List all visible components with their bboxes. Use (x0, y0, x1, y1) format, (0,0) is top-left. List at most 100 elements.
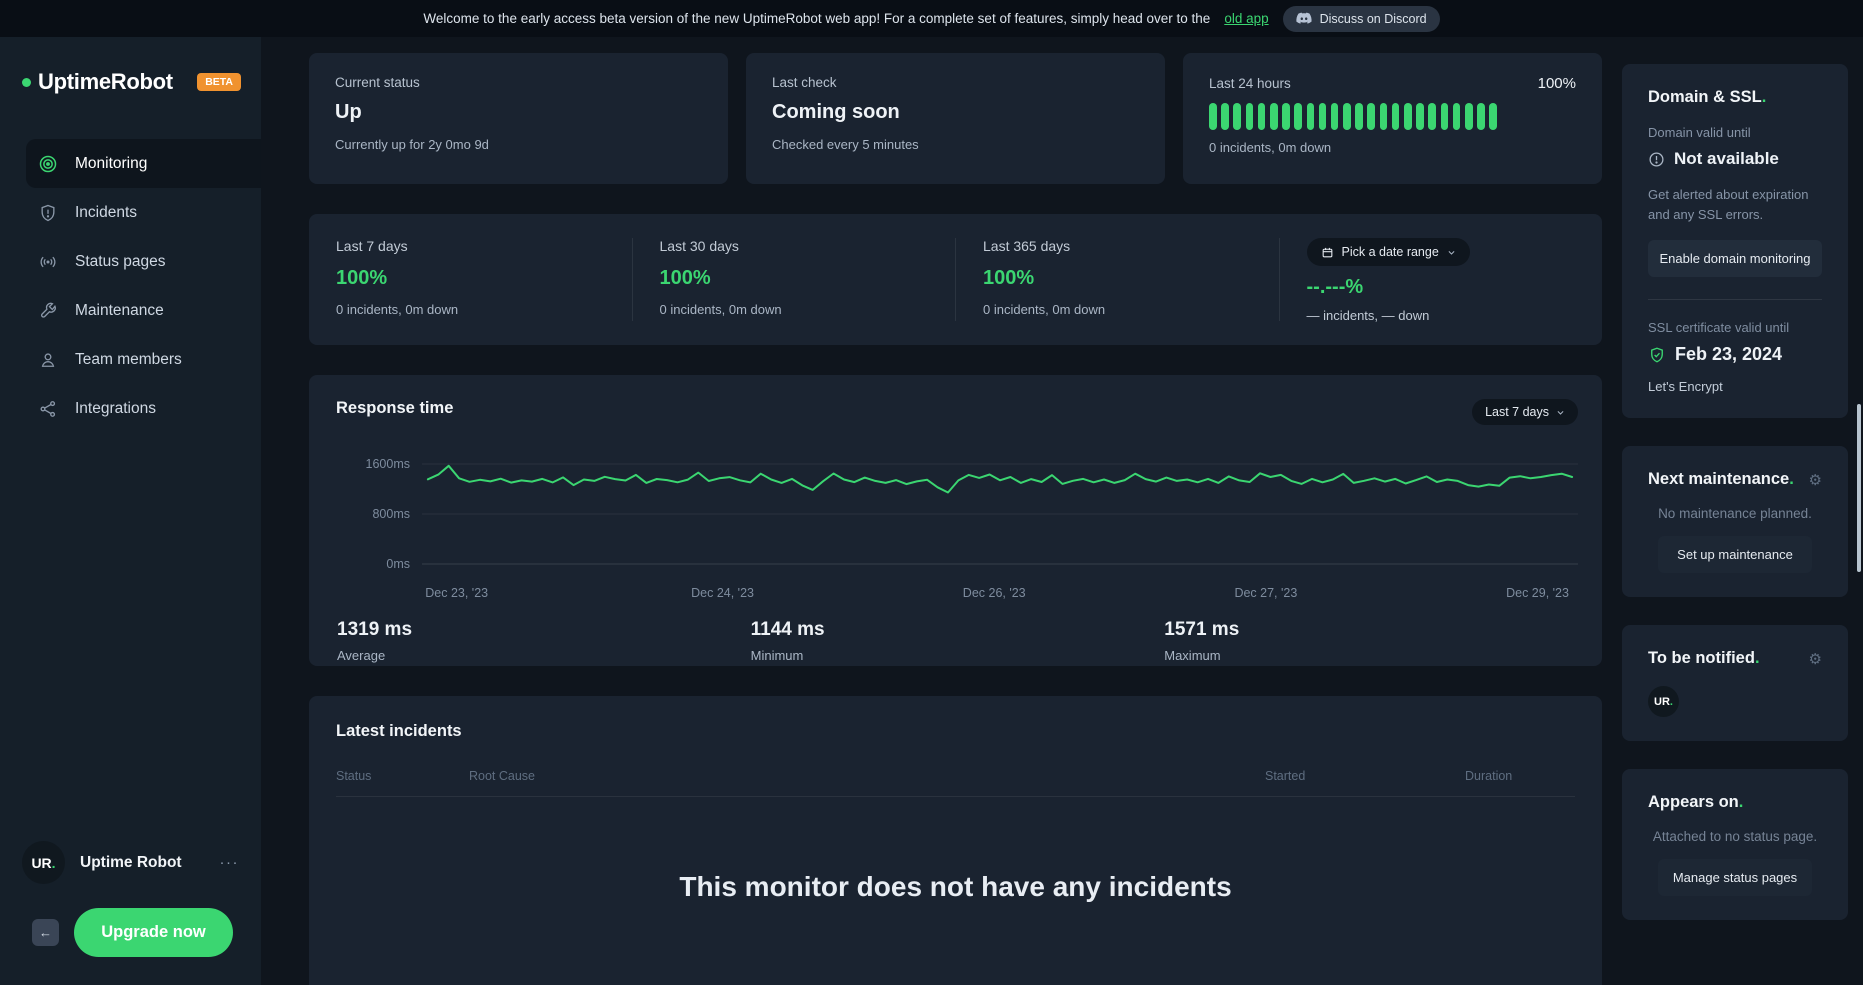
scrollbar-thumb[interactable] (1857, 404, 1861, 572)
sidebar-item-label: Status pages (75, 252, 166, 270)
discord-button[interactable]: Discuss on Discord (1282, 5, 1440, 32)
uptime-bar (1489, 103, 1497, 130)
stat-last-7-days: Last 7 days 100% 0 incidents, 0m down (309, 238, 633, 321)
to-be-notified-title: To be notified. (1648, 649, 1760, 668)
left-arrow-icon: ← (39, 925, 52, 940)
domain-valid-value: Not available (1674, 149, 1779, 168)
to-be-notified-card: To be notified. ⚙ UR. (1622, 625, 1848, 742)
uptime-bar (1379, 103, 1388, 130)
uptime-bar (1318, 103, 1327, 130)
stat-last-30-days: Last 30 days 100% 0 incidents, 0m down (633, 238, 956, 321)
last-check-value: Coming soon (772, 101, 900, 123)
sidebar-item-label: Team members (75, 350, 182, 368)
stat-label: Last 365 days (983, 238, 1071, 254)
uptime-bar (1330, 103, 1339, 130)
uptime-stats-card: Last 7 days 100% 0 incidents, 0m down La… (309, 214, 1602, 345)
response-time-line (426, 464, 1574, 494)
old-app-link[interactable]: old app (1224, 11, 1269, 26)
x-axis-ticks: Dec 23, '23 Dec 24, '23 Dec 26, '23 Dec … (422, 579, 1578, 603)
uptime-bar (1306, 103, 1315, 130)
stat-sub: 0 incidents, 0m down (336, 302, 459, 317)
response-time-chart: 1600ms 800ms 0ms (336, 449, 1578, 579)
sidebar-item-status-pages[interactable]: Status pages (0, 237, 261, 286)
uptime-bar (1269, 103, 1278, 130)
share-nodes-icon (40, 400, 56, 417)
last-24-hours-percent: 100% (1537, 75, 1576, 92)
pick-date-range-label: Pick a date range (1341, 245, 1439, 259)
domain-valid-label: Domain valid until (1648, 125, 1751, 140)
chart-canvas (422, 463, 1578, 565)
uptime-bar (1391, 103, 1400, 130)
custom-range-column: Pick a date range --.---% — incidents, —… (1280, 238, 1603, 323)
gear-icon[interactable]: ⚙ (1808, 471, 1822, 489)
broadcast-icon (40, 256, 56, 267)
summary-value: 1571 ms (1164, 619, 1240, 640)
wrench-icon (41, 302, 56, 318)
uptime-bar (1367, 103, 1376, 130)
y-tick-800: 800ms (372, 507, 410, 521)
response-time-card: Response time Last 7 days 1600ms 800ms 0… (309, 375, 1602, 666)
uptime-bar (1440, 103, 1449, 130)
y-tick-0: 0ms (386, 557, 410, 571)
brand-dot-icon (22, 77, 31, 87)
enable-domain-monitoring-button[interactable]: Enable domain monitoring (1648, 240, 1822, 278)
uptime-bar (1294, 103, 1302, 130)
right-sidebar: Domain & SSL. Domain valid until Not ava… (1622, 37, 1863, 985)
x-tick: Dec 29, '23 (1506, 586, 1569, 600)
main-content: Current status Up Currently up for 2y 0m… (261, 37, 1622, 985)
upgrade-button[interactable]: Upgrade now (74, 908, 233, 957)
sidebar-item-incidents[interactable]: Incidents (0, 188, 261, 237)
manage-status-pages-button[interactable]: Manage status pages (1658, 859, 1812, 897)
banner-message: Welcome to the early access beta version… (423, 11, 1211, 26)
domain-ssl-card: Domain & SSL. Domain valid until Not ava… (1622, 64, 1848, 419)
pick-date-range-button[interactable]: Pick a date range (1306, 238, 1470, 266)
summary-label: Maximum (1164, 648, 1221, 663)
x-tick: Dec 23, '23 (425, 586, 489, 600)
stat-value: 100% (983, 267, 1035, 289)
range-value: --.---% (1306, 276, 1364, 298)
set-up-maintenance-button[interactable]: Set up maintenance (1658, 536, 1812, 574)
domain-ssl-title: Domain & SSL. (1648, 88, 1767, 106)
latest-incidents-card: Latest incidents Status Root Cause Start… (309, 696, 1602, 985)
discord-button-label: Discuss on Discord (1319, 11, 1427, 26)
last-24-hours-card: Last 24 hours 100% 0 incidents, 0m down (1183, 53, 1602, 184)
sidebar-item-monitoring[interactable]: Monitoring (26, 139, 261, 188)
collapse-sidebar-button[interactable]: ← (32, 919, 59, 946)
account-avatar[interactable]: UR. (22, 841, 65, 884)
chart-range-label: Last 7 days (1485, 405, 1549, 419)
stat-label: Last 7 days (336, 238, 408, 254)
sidebar-item-maintenance[interactable]: Maintenance (0, 286, 261, 335)
current-status-sub: Currently up for 2y 0mo 9d (335, 137, 489, 152)
stat-sub: 0 incidents, 0m down (983, 302, 1106, 317)
next-maintenance-card: Next maintenance. ⚙ No maintenance plann… (1622, 446, 1848, 598)
summary-value: 1319 ms (337, 619, 413, 640)
domain-hint: Get alerted about expiration and any SSL… (1648, 187, 1809, 223)
sidebar-item-team-members[interactable]: Team members (0, 335, 261, 384)
appears-on-card: Appears on. Attached to no status page. … (1622, 769, 1848, 921)
sidebar-item-integrations[interactable]: Integrations (0, 384, 261, 433)
gear-icon[interactable]: ⚙ (1808, 650, 1822, 668)
stat-last-365-days: Last 365 days 100% 0 incidents, 0m down (956, 238, 1280, 321)
beta-badge: BETA (197, 73, 241, 91)
no-maintenance-text: No maintenance planned. (1658, 506, 1812, 522)
uptime-bar (1209, 103, 1217, 130)
ssl-issuer: Let's Encrypt (1648, 379, 1723, 395)
x-tick: Dec 24, '23 (691, 586, 754, 600)
uptime-bar (1257, 103, 1266, 130)
divider (1648, 299, 1822, 301)
uptime-bar (1452, 103, 1461, 130)
current-status-card: Current status Up Currently up for 2y 0m… (309, 53, 728, 184)
notified-avatar[interactable]: UR. (1648, 686, 1679, 718)
column-duration: Duration (1465, 769, 1513, 783)
chart-range-dropdown[interactable]: Last 7 days (1472, 399, 1578, 425)
last-check-card: Last check Coming soon Checked every 5 m… (746, 53, 1165, 184)
account-menu-dots[interactable]: ··· (219, 854, 239, 871)
stat-sub: 0 incidents, 0m down (659, 302, 782, 317)
chevron-down-icon (1448, 250, 1455, 255)
shield-icon (41, 204, 55, 221)
calendar-icon (1322, 247, 1332, 257)
discord-icon (1295, 12, 1312, 24)
latest-incidents-title: Latest incidents (336, 722, 462, 740)
account-name: Uptime Robot (80, 853, 182, 871)
y-tick-1600: 1600ms (365, 457, 410, 471)
